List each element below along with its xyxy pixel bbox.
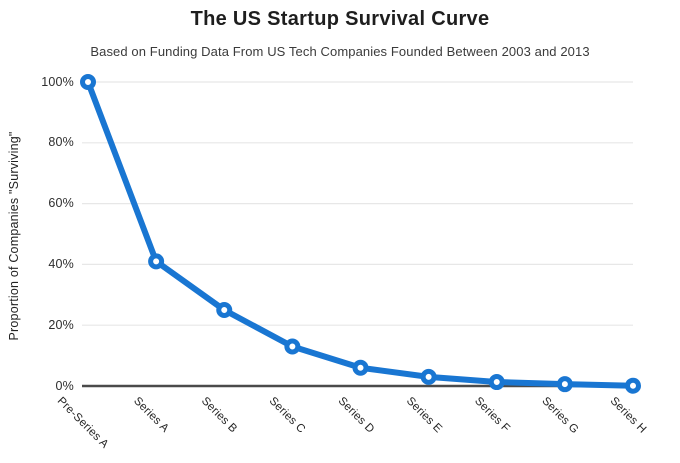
data-point-marker <box>216 302 233 318</box>
y-axis-tick-label: 60% <box>48 196 74 211</box>
survival-line <box>85 79 636 389</box>
data-point-marker <box>488 374 505 391</box>
data-point-marker <box>148 253 165 270</box>
data-point-marker <box>352 359 369 376</box>
y-axis-tick-label: 40% <box>48 256 74 271</box>
y-axis-tick-label: 100% <box>41 74 74 89</box>
y-axis-tick-label: 0% <box>55 378 74 393</box>
chart-title: The US Startup Survival Curve <box>190 8 490 30</box>
data-point-marker <box>284 338 301 355</box>
data-point-marker <box>556 376 573 393</box>
data-point-marker <box>420 368 437 385</box>
data-point-marker <box>625 377 641 394</box>
y-axis-tick-label: 80% <box>48 135 74 150</box>
chart-subtitle: Based on Funding Data From US Tech Compa… <box>90 44 590 59</box>
y-axis-tick-label: 20% <box>48 317 74 332</box>
data-point-marker <box>80 74 96 90</box>
